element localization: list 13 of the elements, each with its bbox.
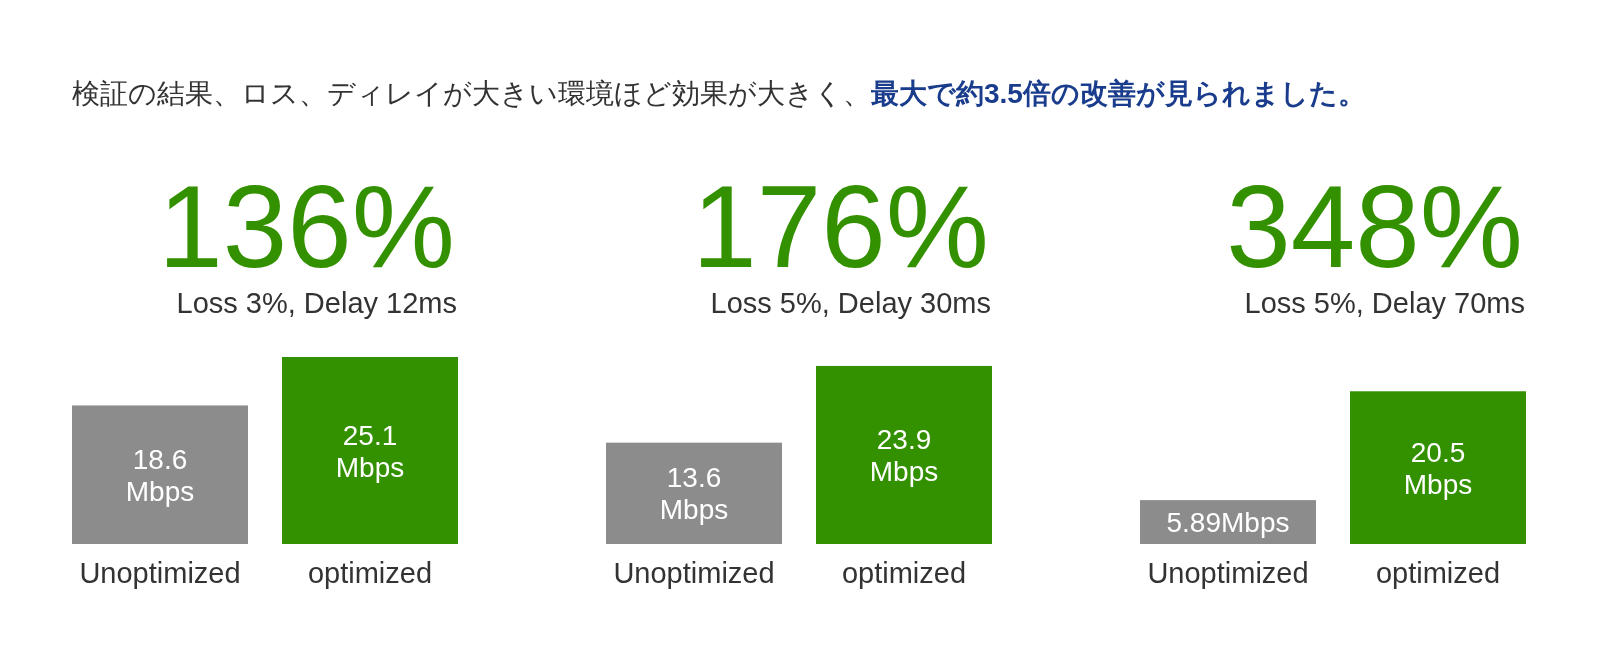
- x-tick-label: optimized: [1375, 557, 1501, 589]
- data-label: 13.6 Mbps: [659, 462, 729, 526]
- x-tick-label: optimized: [841, 557, 967, 589]
- x-tick-label: Unoptimized: [1147, 557, 1309, 589]
- data-label: 5.89Mbps: [1166, 507, 1290, 539]
- x-tick-label: Unoptimized: [79, 557, 241, 589]
- x-tick-label: Unoptimized: [613, 557, 775, 589]
- data-label: 20.5 Mbps: [1403, 436, 1473, 500]
- x-tick-label: optimized: [307, 557, 433, 589]
- data-label: 23.9 Mbps: [869, 423, 939, 487]
- data-label: 18.6 Mbps: [125, 443, 195, 507]
- data-label: 25.1 Mbps: [335, 419, 405, 483]
- text: 検証の結果、ロス、ディレイが大きい環境ほど効果が大きく、最大で約3.5倍の改善が見られました。: [72, 78, 1366, 109]
